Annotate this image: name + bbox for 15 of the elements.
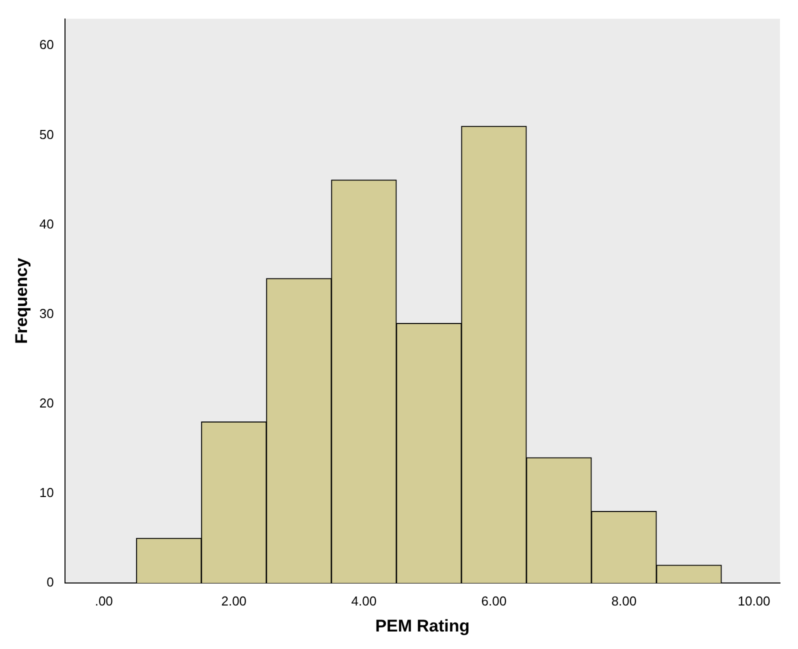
x-tick-label: 4.00 [351, 593, 377, 608]
y-tick-label: 0 [46, 574, 54, 590]
x-axis-title: PEM Rating [375, 616, 470, 636]
y-axis-title: Frequency [12, 257, 31, 344]
y-tick-label: 50 [39, 126, 54, 142]
y-tick-label: 30 [39, 306, 54, 321]
x-tick-label: 8.00 [611, 593, 637, 608]
y-tick-label: 40 [39, 216, 54, 232]
y-tick-label: 10 [39, 485, 54, 500]
x-tick-label: 6.00 [481, 593, 507, 608]
x-tick-label: .00 [94, 593, 113, 608]
y-tick-label: 60 [39, 37, 54, 52]
x-tick-label: 10.00 [738, 593, 770, 608]
x-tick-label: 2.00 [221, 593, 247, 608]
y-tick-label: 20 [39, 395, 54, 410]
